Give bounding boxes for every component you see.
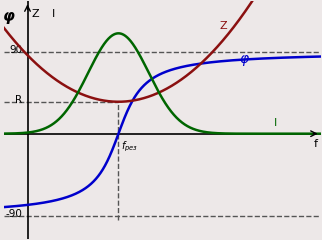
Text: f: f bbox=[313, 139, 317, 149]
Text: I: I bbox=[273, 118, 277, 128]
Text: R: R bbox=[15, 95, 22, 105]
Text: φ: φ bbox=[3, 9, 14, 24]
Text: Z: Z bbox=[219, 22, 227, 31]
Text: $f_{рез}$: $f_{рез}$ bbox=[121, 139, 138, 154]
Text: Z: Z bbox=[32, 9, 39, 19]
Text: I: I bbox=[52, 9, 55, 19]
Text: 90: 90 bbox=[9, 45, 22, 55]
Text: -90: -90 bbox=[5, 209, 22, 219]
Text: φ: φ bbox=[240, 52, 249, 66]
